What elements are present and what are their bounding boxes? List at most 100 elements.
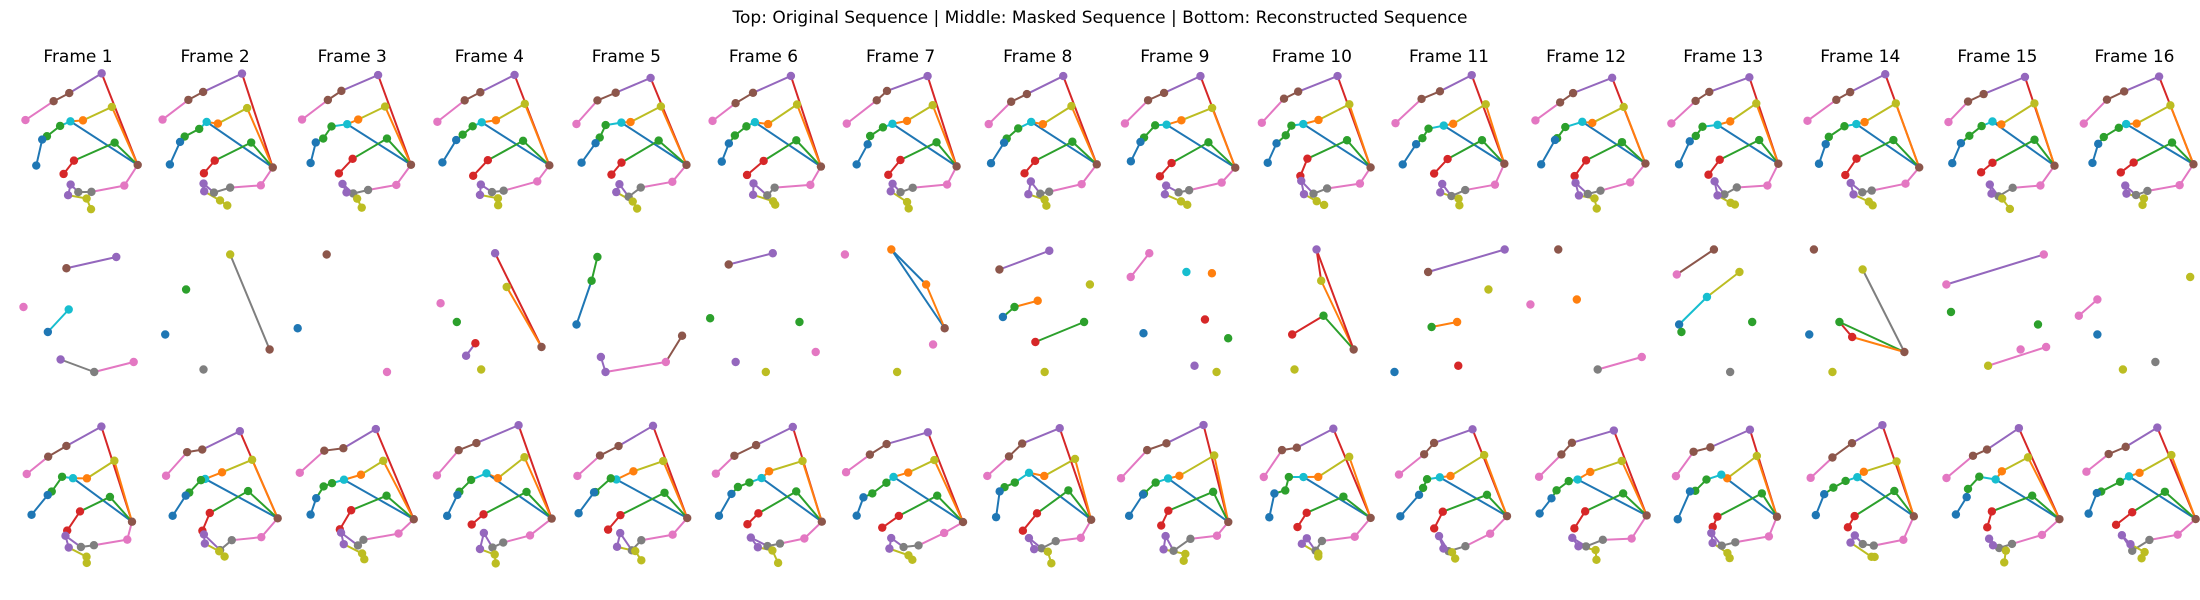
recon-10-point-11 bbox=[1339, 492, 1348, 501]
orig-1-point-6 bbox=[66, 117, 75, 126]
recon-5-edge-0 bbox=[617, 424, 655, 448]
orig-8-edge-8 bbox=[1030, 120, 1098, 166]
orig-1-point-4 bbox=[107, 102, 117, 112]
orig-15-point-5 bbox=[1997, 120, 2006, 129]
orig-7-point-4 bbox=[928, 101, 937, 110]
recon-10-point-12 bbox=[1302, 508, 1311, 518]
mask-14-edge-1 bbox=[1861, 268, 1906, 353]
orig-16-point-1 bbox=[2119, 87, 2129, 96]
recon-4-point-1 bbox=[472, 438, 481, 448]
recon-1-point-21 bbox=[82, 558, 91, 568]
recon-6-point-12 bbox=[754, 509, 763, 518]
recon-4-edge-13 bbox=[525, 490, 553, 520]
recon-4-point-4 bbox=[520, 453, 529, 462]
mask-8-edge-3 bbox=[1034, 321, 1086, 343]
recon-12-edge-4 bbox=[1589, 460, 1623, 473]
orig-9-point-0 bbox=[1196, 71, 1205, 81]
recon-16-point-17 bbox=[2128, 546, 2137, 555]
orig-2-edge-13 bbox=[250, 141, 274, 169]
recon-11-point-18 bbox=[1434, 531, 1444, 541]
orig-15-point-16 bbox=[2008, 183, 2017, 193]
recon-8-point-3 bbox=[983, 471, 992, 481]
mask-6-point-6 bbox=[811, 347, 820, 357]
orig-7-point-14 bbox=[952, 162, 961, 171]
recon-15-point-9 bbox=[1962, 492, 1971, 502]
recon-12-point-4 bbox=[1617, 456, 1627, 466]
frame-label: Frame 1 bbox=[43, 47, 112, 67]
recon-9-point-17 bbox=[1169, 546, 1178, 555]
recon-9-point-5 bbox=[1175, 471, 1184, 481]
orig-10-edge-5 bbox=[1348, 103, 1372, 169]
orig-8-point-11 bbox=[1068, 137, 1077, 146]
recon-10-edge-16 bbox=[1320, 535, 1356, 542]
orig-14-point-21 bbox=[1868, 201, 1877, 210]
recon-13-point-18 bbox=[1707, 528, 1716, 538]
recon-1-point-1 bbox=[62, 441, 71, 451]
mask-10-edge-0 bbox=[1315, 248, 1323, 282]
orig-14-edge-8 bbox=[1855, 123, 1921, 169]
mask-13-point-3 bbox=[1735, 267, 1744, 277]
orig-4-point-5 bbox=[491, 116, 501, 125]
recon-1-point-11 bbox=[105, 492, 115, 502]
recon-12-point-1 bbox=[1567, 438, 1577, 447]
orig-15-edge-2 bbox=[1947, 100, 1970, 124]
recon-14-point-0 bbox=[1878, 420, 1887, 430]
reconstructed-frame-1 bbox=[22, 422, 137, 568]
orig-6-edge-13 bbox=[795, 139, 822, 168]
orig-5-point-4 bbox=[656, 102, 666, 111]
orig-6-edge-5 bbox=[796, 103, 822, 168]
orig-7-edge-13 bbox=[935, 141, 958, 168]
orig-11-edge-12 bbox=[1446, 139, 1484, 161]
orig-8-edge-16 bbox=[1048, 183, 1083, 193]
orig-8-edge-13 bbox=[1071, 140, 1098, 166]
recon-1-edge-5 bbox=[113, 459, 133, 523]
recon-4-point-2 bbox=[454, 446, 463, 455]
mask-12-point-3 bbox=[1593, 365, 1602, 374]
orig-15-point-0 bbox=[2020, 72, 2030, 82]
reconstructed-frame-12 bbox=[1534, 426, 1651, 565]
orig-2-point-3 bbox=[158, 115, 167, 124]
recon-15-point-18 bbox=[1984, 534, 1994, 543]
mask-2-edge-0 bbox=[229, 253, 271, 351]
orig-6-point-18 bbox=[749, 179, 758, 188]
recon-3-edge-5 bbox=[382, 459, 415, 521]
orig-10-point-15 bbox=[1355, 179, 1365, 188]
orig-12-point-1 bbox=[1568, 88, 1578, 98]
orig-11-edge-4 bbox=[1452, 103, 1487, 125]
orig-10-point-2 bbox=[1279, 94, 1289, 103]
orig-8-edge-4 bbox=[1041, 105, 1073, 126]
recon-12-edge-0 bbox=[1570, 429, 1615, 444]
orig-2-point-6 bbox=[202, 117, 211, 127]
mask-9-point-5 bbox=[1139, 329, 1148, 338]
orig-10-point-4 bbox=[1345, 100, 1354, 109]
orig-3-point-12 bbox=[348, 154, 357, 164]
orig-13-point-17 bbox=[1720, 190, 1729, 199]
orig-6-point-4 bbox=[792, 100, 802, 109]
recon-16-point-7 bbox=[2115, 477, 2125, 486]
mask-13-edge-1 bbox=[1705, 271, 1741, 298]
recon-7-point-2 bbox=[865, 450, 875, 459]
orig-1-point-12 bbox=[69, 156, 79, 165]
orig-15-edge-4 bbox=[2000, 102, 2036, 126]
orig-8-point-2 bbox=[1006, 97, 1016, 106]
mask-15-point-0 bbox=[1942, 280, 1951, 289]
recon-7-point-12 bbox=[894, 511, 904, 521]
mask-9-point-4 bbox=[1200, 315, 1210, 324]
orig-12-point-13 bbox=[1570, 171, 1579, 181]
recon-1-point-15 bbox=[123, 535, 132, 544]
reconstructed-frame-11 bbox=[1394, 425, 1512, 563]
orig-9-point-12 bbox=[1167, 158, 1176, 168]
orig-4-edge-12 bbox=[486, 139, 525, 162]
orig-13-point-14 bbox=[1774, 159, 1783, 168]
orig-11-point-6 bbox=[1439, 121, 1448, 130]
recon-14-point-3 bbox=[1806, 473, 1815, 483]
recon-6-point-16 bbox=[775, 539, 785, 548]
orig-13-edge-8 bbox=[1716, 123, 1780, 165]
orig-7-point-0 bbox=[923, 71, 932, 81]
orig-14-point-12 bbox=[1852, 154, 1861, 163]
recon-10-point-14 bbox=[1366, 513, 1375, 523]
recon-2-edge-0 bbox=[201, 430, 241, 451]
mask-13-point-0 bbox=[1672, 270, 1682, 279]
orig-10-edge-13 bbox=[1346, 139, 1372, 169]
orig-16-point-3 bbox=[2079, 119, 2088, 128]
